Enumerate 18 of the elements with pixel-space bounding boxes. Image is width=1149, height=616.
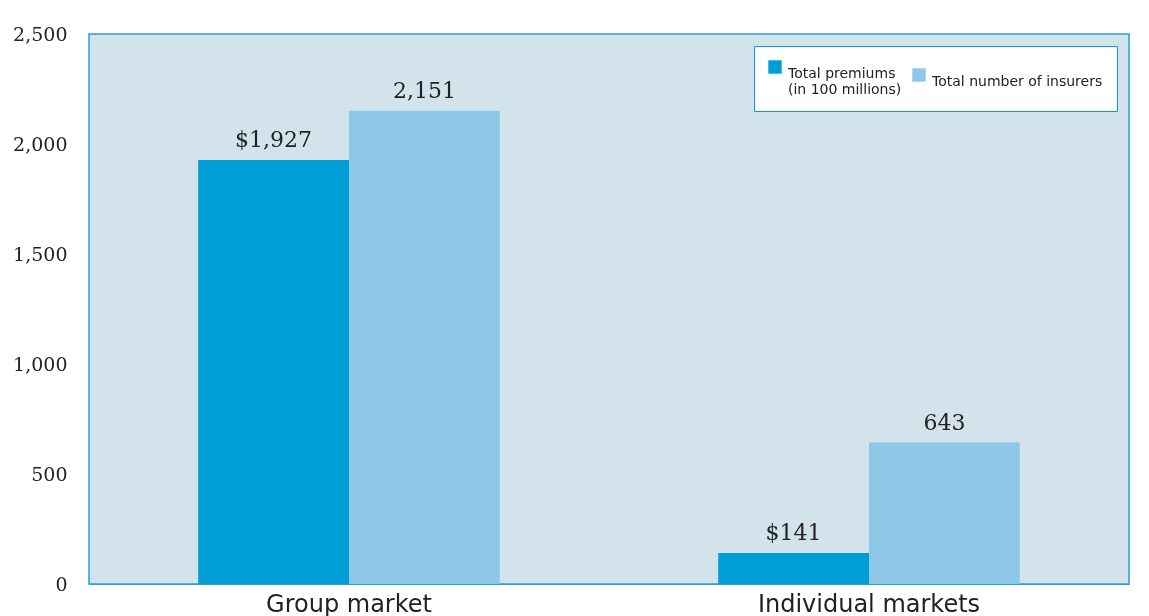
bar xyxy=(198,160,349,584)
y-tick-label: 0 xyxy=(55,572,68,595)
y-tick-label: 2,500 xyxy=(13,22,68,45)
bar xyxy=(349,110,500,584)
bar xyxy=(718,552,869,584)
x-tick-label: Individual markets xyxy=(757,589,981,616)
y-tick-label: 1,000 xyxy=(13,352,68,375)
x-tick-label: Group market xyxy=(266,589,432,616)
legend-label: Total number of insurers xyxy=(931,73,1103,89)
bar xyxy=(869,442,1020,584)
data-label: 2,151 xyxy=(392,77,456,103)
data-label: $1,927 xyxy=(235,127,313,153)
legend-label: Total premiums (in 100 millions) xyxy=(787,65,902,97)
data-label: 643 xyxy=(923,409,966,435)
y-tick-label: 1,500 xyxy=(13,242,68,265)
y-tick-label: 500 xyxy=(31,462,68,485)
data-label: $141 xyxy=(765,519,822,545)
y-tick-label: 2,000 xyxy=(13,132,68,155)
